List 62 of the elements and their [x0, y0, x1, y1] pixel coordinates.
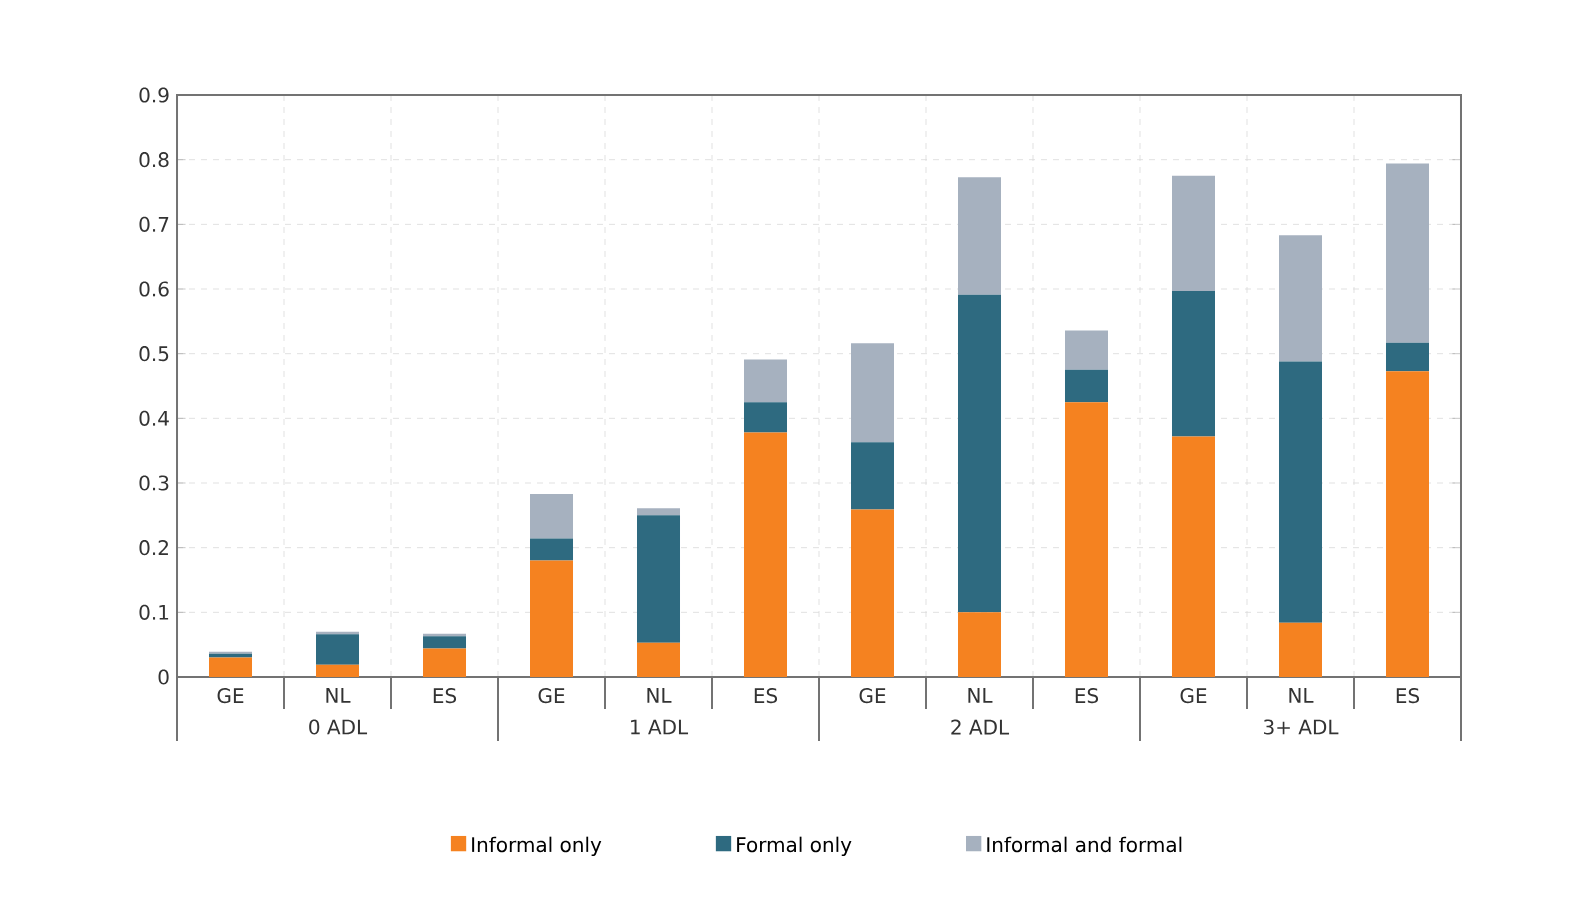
x-tick-label: ES: [433, 688, 457, 704]
x-tick-label: NL: [647, 688, 672, 703]
bar: [1386, 371, 1429, 677]
bar: [1172, 436, 1215, 677]
bar: [851, 343, 895, 443]
legend-label: Informal only: [472, 836, 602, 857]
text: 0 ADL: [309, 719, 368, 735]
x-tick-label: GE: [859, 688, 886, 704]
y-tick-label: 0.8: [139, 152, 169, 168]
y-tick-label: 0.6: [139, 281, 169, 297]
x-tick-label: NL: [326, 688, 351, 703]
y-tick-label: 0.5: [139, 346, 169, 362]
bar: [1279, 235, 1322, 362]
bar: [744, 402, 788, 433]
bar: [744, 359, 788, 403]
y-tick-label: 0.9: [139, 87, 169, 103]
text: 2 ADL: [951, 719, 1010, 735]
bar: [637, 642, 681, 677]
y-tick-label: 0.3: [139, 475, 169, 491]
bar: [1172, 175, 1215, 291]
bar: [423, 636, 467, 649]
bar: [1279, 361, 1322, 623]
bar: [316, 634, 360, 665]
bar: [423, 648, 467, 677]
bar: [530, 493, 574, 539]
bar: [1386, 342, 1429, 372]
legend-label: Informal and formal: [987, 836, 1182, 853]
bar: [316, 664, 360, 677]
bar: [530, 560, 574, 677]
x-tick-label: ES: [754, 688, 778, 704]
x-tick-label: GE: [217, 688, 244, 704]
legend-label: Formal only: [737, 836, 852, 857]
bar: [1065, 369, 1108, 403]
y-tick-label: 0.2: [139, 540, 168, 556]
bar: [851, 442, 895, 510]
bar: [1065, 330, 1108, 370]
bar: [1279, 622, 1322, 677]
bar: [744, 432, 788, 677]
y-tick-label: 0.1: [139, 604, 169, 620]
x-tick-label: NL: [1289, 688, 1314, 703]
y-tick-label: 0.4: [139, 410, 169, 426]
x-tick-label: NL: [968, 688, 993, 703]
x-tick-label: GE: [538, 688, 565, 704]
bar: [209, 657, 253, 677]
bar: [530, 538, 574, 561]
bar: [637, 508, 681, 516]
text: 3+ ADL: [1264, 719, 1339, 735]
x-tick-label: ES: [1075, 688, 1099, 704]
y-tick-label: 0: [158, 669, 169, 685]
bar: [1065, 402, 1108, 677]
y-tick-label: 0.7: [139, 216, 169, 232]
bar: [637, 515, 681, 643]
bar: [958, 612, 1001, 677]
x-tick-label: GE: [1180, 688, 1207, 704]
bar: [958, 294, 1001, 613]
bar: [1172, 290, 1215, 437]
bar: [209, 653, 253, 658]
text: 1 ADL: [631, 719, 689, 735]
x-tick-label: ES: [1396, 688, 1420, 704]
bar: [1386, 163, 1429, 343]
bar: [958, 177, 1001, 295]
bar: [851, 509, 895, 677]
